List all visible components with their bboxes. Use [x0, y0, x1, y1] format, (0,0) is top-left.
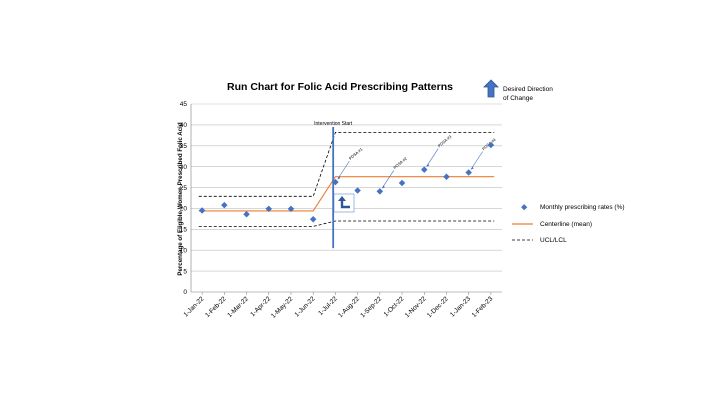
y-tick-label: 35 — [180, 143, 188, 150]
data-point — [265, 205, 273, 213]
pdsa-callout-arrowhead — [470, 166, 474, 170]
x-tick-label: 1-May-22 — [270, 295, 295, 320]
intervention-start-label: Intervention Start — [314, 121, 353, 127]
data-point — [287, 205, 295, 213]
pdsa-callout-line — [382, 170, 395, 188]
data-point — [221, 201, 228, 209]
x-tick-label: 1-Dec-22 — [426, 295, 450, 319]
y-axis-label: Percentage of Eligible Women Prescribed … — [177, 122, 184, 276]
legend-label-centerline: Centerline (mean) — [540, 221, 592, 228]
data-point — [398, 179, 406, 187]
x-tick-label: 1-Feb-22 — [204, 295, 228, 319]
direction-label-line-2: of Change — [503, 95, 533, 102]
direction-label-line-1: Desired Direction — [503, 86, 553, 93]
data-point — [354, 187, 361, 194]
direction-indicator: Desired Direction of Change — [483, 79, 553, 102]
x-tick-label: 1-Sep-22 — [359, 295, 383, 319]
data-point — [420, 166, 428, 173]
pdsa-label: PDSA #2 — [392, 155, 408, 170]
x-tick-label: 1-Mar-22 — [226, 295, 250, 319]
pdsa-callout-arrowhead — [426, 163, 430, 167]
legend-item-limits: UCL/LCL — [512, 237, 567, 244]
data-points — [198, 141, 495, 223]
pdsa-label: PDSA #1 — [348, 146, 364, 161]
data-point — [309, 216, 317, 223]
x-tick-label: 1-Aug-22 — [337, 295, 361, 319]
y-tick-label: 0 — [183, 289, 187, 296]
y-tick-label: 20 — [180, 206, 188, 213]
legend: Monthly prescribing rates (%) Centerline… — [512, 204, 625, 244]
x-tick-label: 1-Jun-22 — [294, 295, 317, 318]
control-limits — [198, 132, 495, 227]
ucl-line — [198, 132, 495, 197]
gridlines — [191, 103, 502, 272]
legend-label-monthly: Monthly prescribing rates (%) — [540, 204, 625, 211]
x-axis-ticks: 1-Jan-221-Feb-221-Mar-22 1-Apr-221-May-22… — [182, 292, 495, 320]
y-tick-label: 10 — [180, 247, 188, 254]
axes — [190, 104, 502, 293]
lcl-line — [198, 220, 495, 227]
data-point — [376, 188, 384, 195]
pdsa-callout-line — [470, 151, 483, 170]
y-tick-label: 5 — [183, 268, 187, 275]
x-tick-label: 1-Oct-22 — [383, 295, 406, 318]
x-tick-label: 1-Jan-23 — [449, 295, 472, 318]
y-axis-ticks: 0 5 10 15 20 25 30 35 40 45 — [180, 101, 188, 296]
x-tick-label: 1-Jul-22 — [317, 295, 339, 317]
y-tick-label: 45 — [180, 101, 188, 108]
up-arrow-icon — [483, 79, 499, 98]
data-point — [243, 211, 250, 218]
pdsa-callout-line — [426, 148, 439, 167]
pdsa-callout-arrowhead — [381, 185, 385, 189]
data-point — [332, 178, 339, 186]
data-point — [487, 141, 495, 149]
chart-title: Run Chart for Folic Acid Prescribing Pat… — [227, 81, 453, 93]
pdsa-callout-arrowhead — [337, 176, 341, 180]
x-tick-label: 1-Nov-22 — [404, 295, 428, 319]
y-tick-label: 25 — [180, 185, 188, 192]
data-point — [465, 169, 472, 176]
legend-marker-diamond — [521, 204, 528, 211]
shift-indicator-icon — [333, 193, 355, 213]
x-tick-label: 1-Feb-23 — [471, 295, 495, 319]
data-point — [198, 207, 206, 214]
data-point — [443, 173, 450, 180]
y-tick-label: 30 — [180, 164, 188, 171]
pdsa-label: PDSA #3 — [437, 134, 453, 149]
centerline-line — [198, 176, 495, 212]
x-tick-label: 1-Jan-22 — [182, 295, 205, 318]
y-tick-label: 40 — [180, 122, 188, 129]
pdsa-callout-line — [337, 160, 350, 179]
legend-item-monthly: Monthly prescribing rates (%) — [521, 204, 625, 211]
legend-label-limits: UCL/LCL — [540, 237, 567, 244]
y-tick-label: 15 — [180, 227, 188, 234]
intervention-line: Intervention Start — [314, 121, 353, 249]
legend-item-centerline: Centerline (mean) — [512, 221, 592, 228]
centerline — [198, 176, 495, 212]
